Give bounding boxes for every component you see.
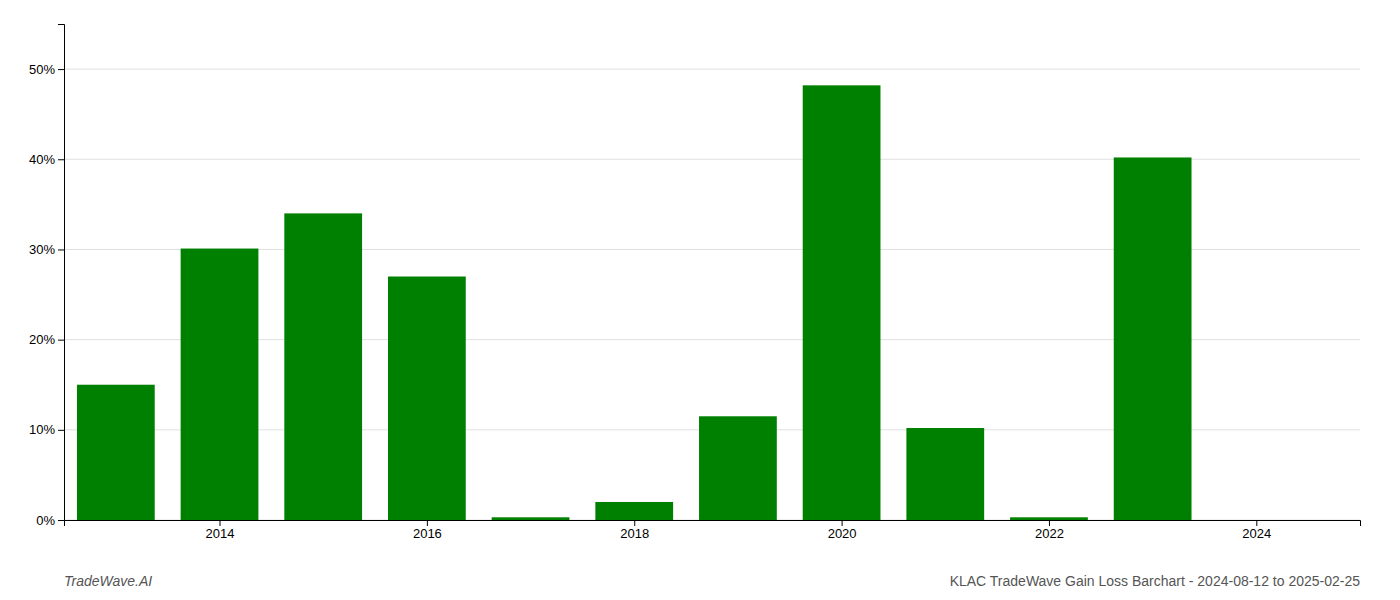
footer: TradeWave.AI KLAC TradeWave Gain Loss Bar… — [64, 573, 1360, 589]
x-tick-mark — [1256, 520, 1257, 526]
bar — [595, 502, 673, 520]
x-tick: 2020 — [828, 520, 857, 541]
y-tick-label: 30% — [29, 242, 55, 257]
footer-right: KLAC TradeWave Gain Loss Barchart - 2024… — [950, 573, 1361, 589]
x-tick-mark — [1049, 520, 1050, 526]
x-axis-line — [65, 521, 1361, 527]
x-tick-label: 2014 — [206, 526, 235, 541]
chart-svg: 2014 2016 2018 2020 2022 2024 0% 10% 20% 30% 40% 50… — [0, 0, 1400, 600]
y-tick: 50% — [29, 62, 64, 77]
y-tick-mark — [58, 159, 64, 160]
x-axis: 2014 2016 2018 2020 2022 2024 — [65, 520, 1361, 541]
y-tick: 0% — [36, 513, 64, 528]
bar — [181, 249, 259, 520]
x-tick: 2016 — [413, 520, 442, 541]
y-tick: 30% — [29, 242, 64, 257]
bar — [388, 277, 466, 520]
grid-line — [64, 69, 1360, 70]
y-tick-label: 40% — [29, 152, 55, 167]
x-tick-label: 2022 — [1035, 526, 1064, 541]
y-tick-label: 0% — [36, 513, 55, 528]
plot: 2014 2016 2018 2020 2022 2024 0% 10% 20% 30% 40% 50… — [29, 25, 1361, 542]
x-tick-mark — [634, 520, 635, 526]
y-tick-mark — [58, 430, 64, 431]
y-tick: 40% — [29, 152, 64, 167]
bar — [284, 213, 362, 520]
y-tick: 10% — [29, 422, 64, 437]
bar — [1010, 517, 1088, 520]
y-tick-mark — [58, 69, 64, 70]
y-grid — [64, 69, 1360, 520]
bar — [1114, 157, 1192, 520]
y-tick-label: 20% — [29, 332, 55, 347]
x-tick-label: 2024 — [1242, 526, 1271, 541]
x-tick-label: 2018 — [620, 526, 649, 541]
bar — [906, 428, 984, 520]
x-tick: 2018 — [620, 520, 649, 541]
y-axis: 0% 10% 20% 30% 40% 50% — [29, 25, 65, 528]
footer-left: TradeWave.AI — [64, 573, 152, 589]
y-tick-mark — [58, 520, 64, 521]
x-tick: 2014 — [206, 520, 235, 541]
x-tick-mark — [427, 520, 428, 526]
y-tick-mark — [58, 249, 64, 250]
y-tick-label: 10% — [29, 422, 55, 437]
x-tick-mark — [220, 520, 221, 526]
y-tick-label: 50% — [29, 62, 55, 77]
y-tick: 20% — [29, 332, 64, 347]
x-tick: 2024 — [1242, 520, 1271, 541]
chart-container: 2014 2016 2018 2020 2022 2024 0% 10% 20% 30% 40% 50… — [0, 0, 1400, 600]
y-tick-mark — [58, 340, 64, 341]
x-tick-mark — [842, 520, 843, 526]
bar — [803, 85, 881, 520]
x-tick: 2022 — [1035, 520, 1064, 541]
x-tick-label: 2016 — [413, 526, 442, 541]
bar — [77, 385, 155, 520]
y-axis-line — [58, 25, 65, 521]
x-tick-label: 2020 — [828, 526, 857, 541]
bars — [77, 85, 1192, 520]
bar — [492, 517, 570, 520]
bar — [699, 416, 777, 520]
